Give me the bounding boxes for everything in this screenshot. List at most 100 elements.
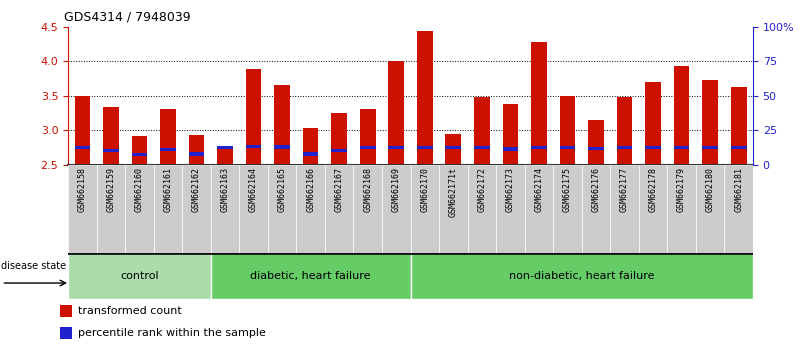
Bar [560, 96, 575, 165]
Text: GSM662180: GSM662180 [706, 167, 714, 212]
Bar [103, 107, 119, 165]
Text: percentile rank within the sample: percentile rank within the sample [78, 327, 266, 338]
Text: GSM662175: GSM662175 [563, 167, 572, 212]
Bar [103, 149, 119, 152]
Bar [332, 113, 347, 165]
Bar [160, 148, 175, 152]
Bar [531, 42, 547, 165]
Text: GSM662162: GSM662162 [192, 167, 201, 212]
Bar [268, 165, 296, 253]
Text: control: control [120, 271, 159, 281]
Bar [674, 66, 690, 165]
Bar [74, 146, 91, 149]
Bar [68, 165, 97, 253]
Bar [246, 144, 261, 148]
Bar [97, 165, 125, 253]
Bar [332, 149, 347, 152]
Text: GSM662173: GSM662173 [506, 167, 515, 212]
Bar [638, 165, 667, 253]
Bar [553, 165, 582, 253]
Bar [525, 165, 553, 253]
Bar [702, 80, 718, 165]
Bar [303, 128, 319, 165]
Bar [417, 32, 433, 165]
Bar [496, 165, 525, 253]
Text: GSM662170: GSM662170 [421, 167, 429, 212]
Bar [60, 326, 72, 339]
Bar [667, 165, 696, 253]
Text: GSM662159: GSM662159 [107, 167, 115, 212]
Text: GSM662164: GSM662164 [249, 167, 258, 212]
Bar [445, 134, 461, 165]
Text: disease state: disease state [2, 261, 66, 271]
Bar [360, 146, 376, 149]
Bar [410, 253, 753, 299]
Bar [189, 152, 204, 156]
Bar [217, 146, 233, 149]
Bar [410, 165, 439, 253]
Bar [182, 165, 211, 253]
Bar [239, 165, 268, 253]
Text: GSM662165: GSM662165 [278, 167, 287, 212]
Bar [646, 82, 661, 165]
Bar [154, 165, 182, 253]
Bar [617, 146, 632, 149]
Bar [189, 135, 204, 165]
Text: GSM662163: GSM662163 [220, 167, 230, 212]
Bar [211, 165, 239, 253]
Text: diabetic, heart failure: diabetic, heart failure [251, 271, 371, 281]
Bar [724, 165, 753, 253]
Text: GDS4314 / 7948039: GDS4314 / 7948039 [64, 11, 191, 24]
Text: GSM662167: GSM662167 [335, 167, 344, 212]
Text: GSM662178: GSM662178 [649, 167, 658, 212]
Bar [296, 165, 325, 253]
Bar [474, 146, 489, 149]
Bar [582, 165, 610, 253]
Text: non-diabetic, heart failure: non-diabetic, heart failure [509, 271, 654, 281]
Bar [360, 109, 376, 165]
Bar [468, 165, 496, 253]
Bar [674, 146, 690, 149]
Bar [502, 147, 518, 151]
Bar [131, 136, 147, 165]
Bar [125, 165, 154, 253]
Text: GSM662161: GSM662161 [163, 167, 172, 212]
Text: GSM662172: GSM662172 [477, 167, 486, 212]
Bar [303, 152, 319, 156]
Text: GSM662168: GSM662168 [363, 167, 372, 212]
Bar [382, 165, 410, 253]
Bar [702, 146, 718, 149]
Bar [560, 146, 575, 149]
Bar [439, 165, 468, 253]
Bar [474, 97, 489, 165]
Bar [696, 165, 724, 253]
Bar [417, 146, 433, 149]
Bar [353, 165, 382, 253]
Bar [610, 165, 638, 253]
Bar [588, 147, 604, 150]
Text: GSM662158: GSM662158 [78, 167, 87, 212]
Bar [325, 165, 353, 253]
Text: GSM662166: GSM662166 [306, 167, 315, 212]
Bar [617, 97, 632, 165]
Bar [217, 147, 233, 165]
Text: GSM662179: GSM662179 [677, 167, 686, 212]
Bar [60, 304, 72, 317]
Bar [274, 85, 290, 165]
Bar [531, 146, 547, 149]
Text: GSM662169: GSM662169 [392, 167, 400, 212]
Bar [274, 145, 290, 149]
Bar [68, 253, 211, 299]
Bar [211, 253, 410, 299]
Text: transformed count: transformed count [78, 306, 182, 316]
Bar [502, 104, 518, 165]
Bar [74, 96, 91, 165]
Text: GSM662174: GSM662174 [534, 167, 543, 212]
Bar [445, 146, 461, 149]
Bar [160, 109, 175, 165]
Text: GSM662181: GSM662181 [735, 167, 743, 212]
Bar [646, 146, 661, 149]
Bar [588, 120, 604, 165]
Text: GSM662176: GSM662176 [591, 167, 601, 212]
Bar [731, 87, 747, 165]
